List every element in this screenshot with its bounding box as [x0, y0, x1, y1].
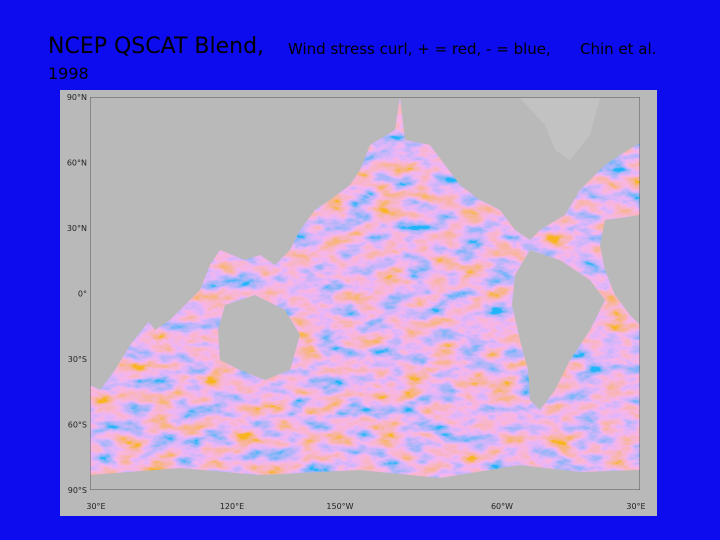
subtitle: Wind stress curl, + = red, - = blue, — [288, 40, 551, 58]
title: NCEP QSCAT Blend, — [48, 34, 265, 59]
land — [90, 97, 640, 490]
lon-label: 30°E — [626, 502, 645, 511]
lat-labels: 90°N 60°N 30°N 0° 30°S 60°S 90°S — [67, 93, 87, 495]
lat-label: 30°S — [68, 355, 87, 364]
credit: Chin et al. — [580, 40, 657, 58]
lat-label: 90°N — [67, 93, 87, 102]
lat-label: 60°N — [67, 159, 87, 168]
lon-label: 150°W — [326, 502, 353, 511]
map-area — [90, 97, 640, 490]
lon-label: 60°W — [491, 502, 513, 511]
lon-labels: 30°E 120°E 150°W 60°W 30°E — [86, 502, 645, 511]
year: 1998 — [48, 64, 89, 83]
lon-label: 120°E — [220, 502, 244, 511]
lat-label: 0° — [78, 290, 87, 299]
lat-label: 60°S — [68, 421, 87, 430]
lat-label: 30°N — [67, 224, 87, 233]
lat-label: 90°S — [68, 486, 87, 495]
lon-label: 30°E — [86, 502, 105, 511]
map-figure: 90°N 60°N 30°N 0° 30°S 60°S 90°S 30°E 120°E 150°… — [60, 90, 657, 516]
